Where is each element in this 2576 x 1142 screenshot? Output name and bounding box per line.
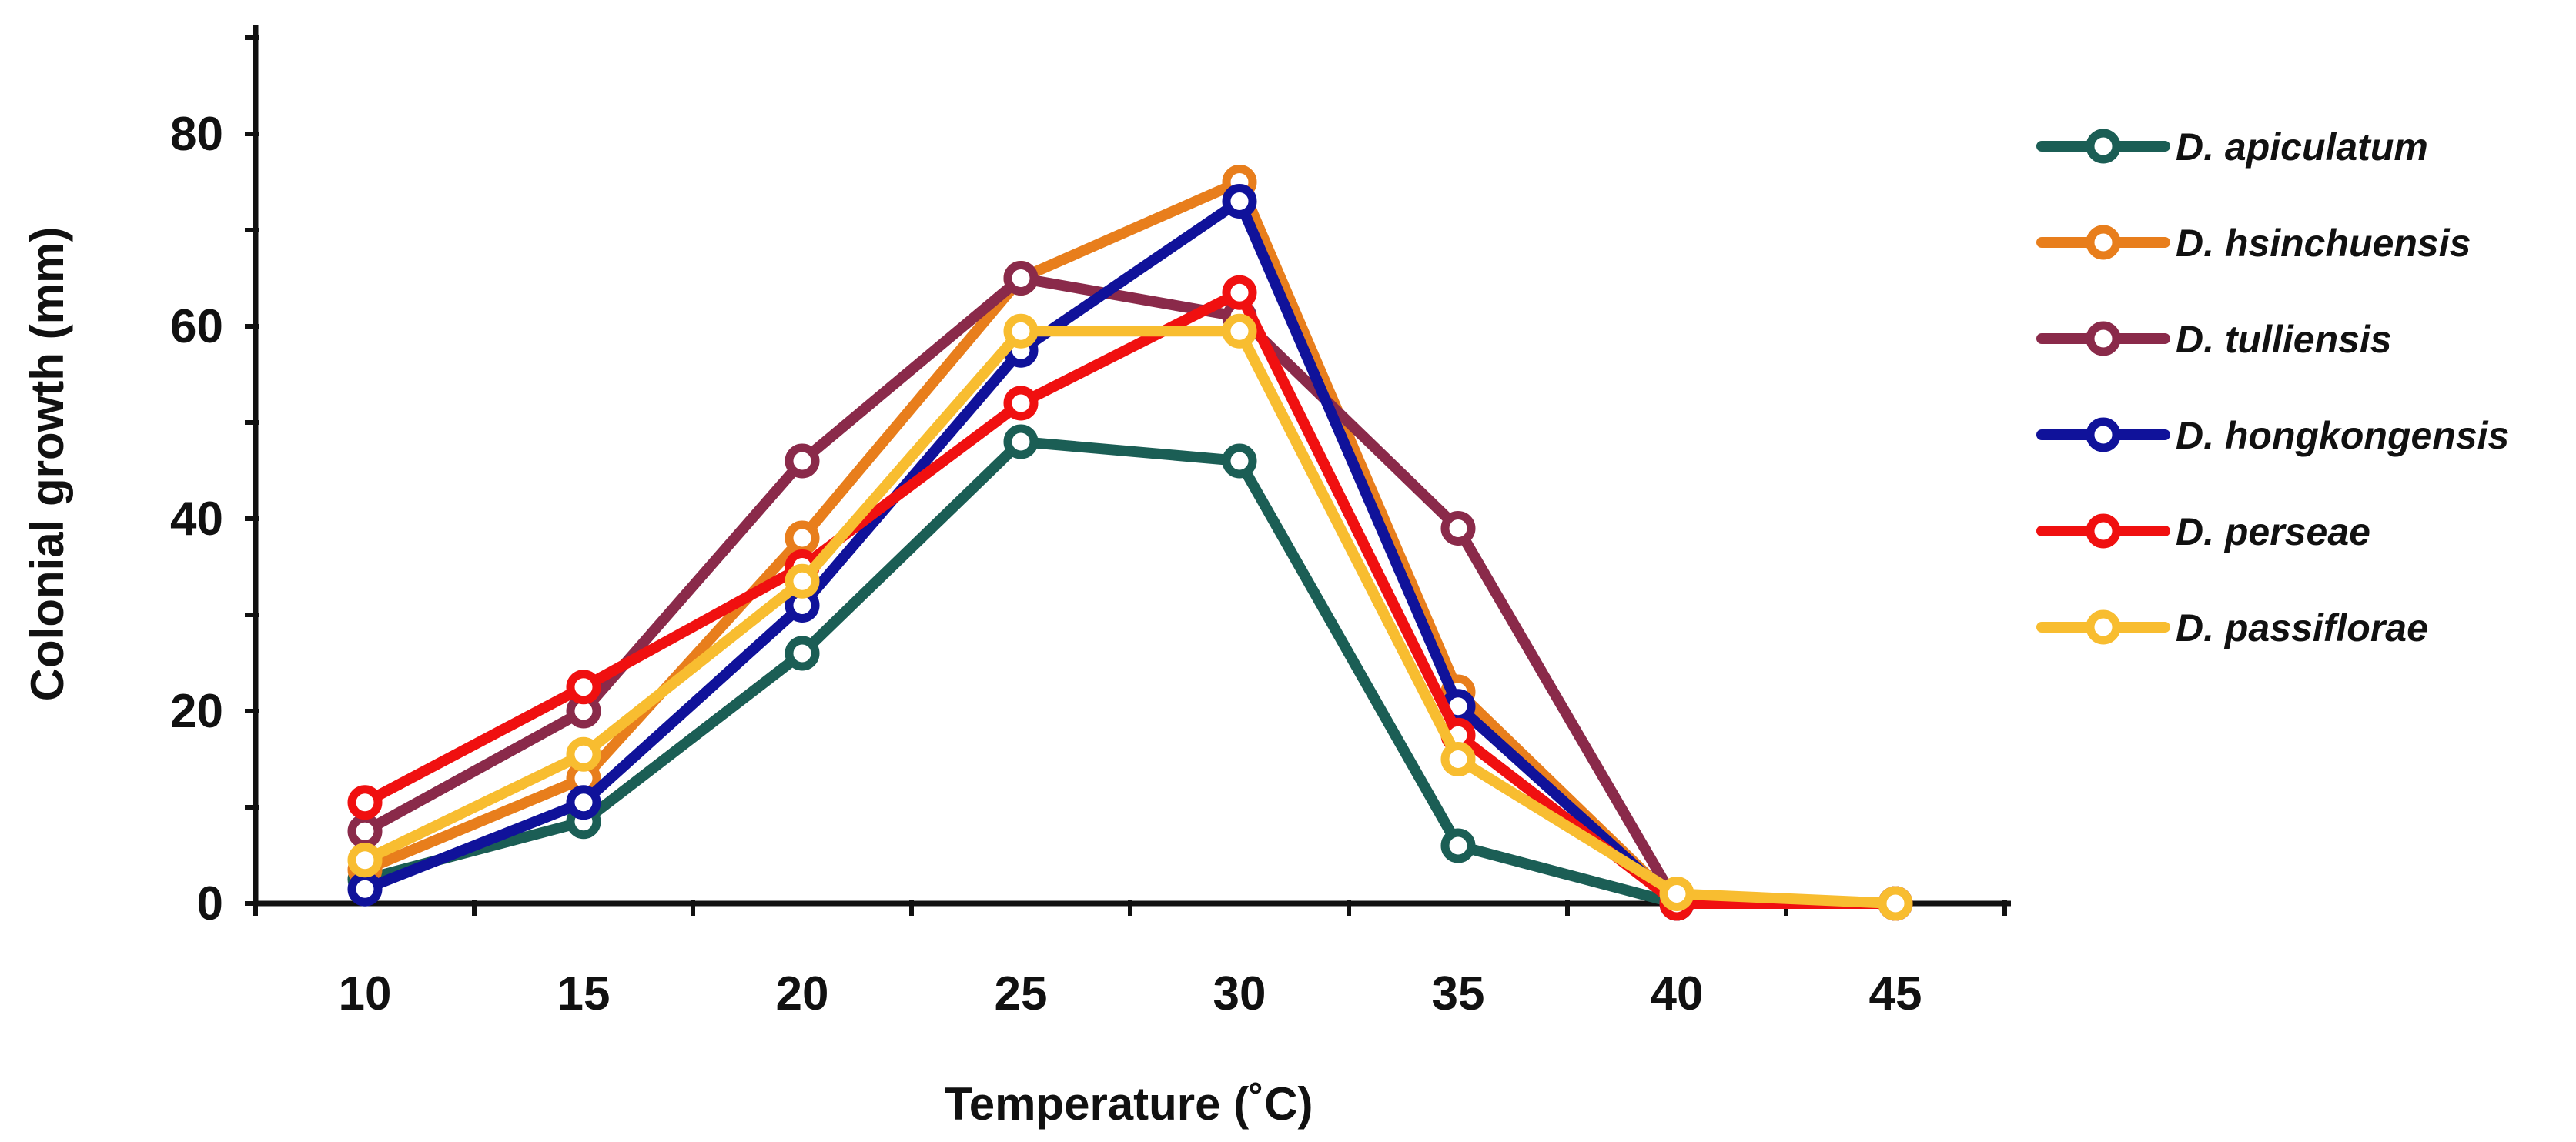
legend-item: D. apiculatum	[2036, 125, 2428, 169]
data-point	[1440, 828, 1476, 863]
x-tick-label: 10	[339, 967, 392, 1020]
x-axis-title: Temperature (˚C)	[945, 1078, 1313, 1130]
legend: D. apiculatum D. hsinchuensis D. tulliensi…	[2036, 125, 2509, 649]
data-point	[785, 520, 820, 556]
y-tick-label: 20	[170, 685, 223, 738]
data-point	[785, 636, 820, 671]
y-tick-label: 0	[197, 877, 223, 930]
legend-swatch-marker	[2086, 321, 2121, 356]
data-point	[1222, 184, 1257, 219]
data-point	[566, 785, 601, 820]
y-tick-label: 40	[170, 493, 223, 546]
series-line	[360, 326, 1901, 909]
series-layer	[347, 165, 1913, 921]
x-tick-label: 25	[995, 967, 1048, 1020]
legend-swatch-marker	[2086, 225, 2121, 260]
y-axis-title: Colonial growth (mm)	[22, 227, 73, 702]
data-point	[347, 871, 383, 907]
data-point	[1440, 742, 1476, 776]
data-point	[1003, 386, 1039, 421]
data-point	[347, 843, 383, 878]
data-point	[1003, 261, 1039, 296]
series-d-passiflorae	[347, 313, 1913, 921]
data-point	[1222, 313, 1257, 349]
data-point	[1222, 275, 1257, 310]
x-tick-label: 45	[1869, 967, 1922, 1020]
data-point	[566, 736, 601, 772]
legend-label: D. hongkongensis	[2176, 414, 2509, 457]
data-point	[1003, 424, 1039, 459]
x-tick-label: 20	[776, 967, 829, 1020]
data-point	[1659, 877, 1694, 911]
data-point	[1440, 511, 1476, 546]
x-ticks: 10 15 20 25 30 35 40 45	[253, 900, 2007, 1020]
y-tick-label: 80	[170, 108, 223, 161]
x-tick-label: 15	[557, 967, 611, 1020]
legend-item: D. perseae	[2036, 510, 2370, 553]
legend-label: D. passiflorae	[2176, 606, 2428, 649]
legend-label: D. perseae	[2176, 510, 2370, 553]
series-line	[360, 436, 1901, 909]
data-point	[1878, 886, 1913, 921]
x-tick-label: 40	[1651, 967, 1704, 1020]
legend-item: D. passiflorae	[2036, 606, 2428, 649]
x-tick-label: 35	[1432, 967, 1485, 1020]
data-point	[785, 443, 820, 479]
legend-swatch-marker	[2086, 129, 2121, 164]
data-point	[347, 785, 383, 820]
legend-swatch-marker	[2086, 513, 2121, 549]
data-point	[785, 563, 820, 599]
legend-swatch-marker	[2086, 609, 2121, 645]
y-tick-label: 60	[170, 300, 223, 353]
legend-label: D. apiculatum	[2176, 125, 2428, 169]
legend-label: D. hsinchuensis	[2176, 222, 2471, 265]
legend-item: D. hongkongensis	[2036, 414, 2509, 457]
legend-label: D. tulliensis	[2176, 318, 2392, 361]
legend-item: D. tulliensis	[2036, 318, 2392, 361]
y-ticks: 0 20 40 60 80	[170, 35, 259, 930]
data-point	[1222, 443, 1257, 479]
legend-item: D. hsinchuensis	[2036, 222, 2471, 265]
data-point	[347, 813, 383, 849]
x-tick-label: 30	[1213, 967, 1266, 1020]
legend-swatch-marker	[2086, 417, 2121, 452]
data-point	[566, 670, 601, 705]
data-point	[1003, 313, 1039, 349]
